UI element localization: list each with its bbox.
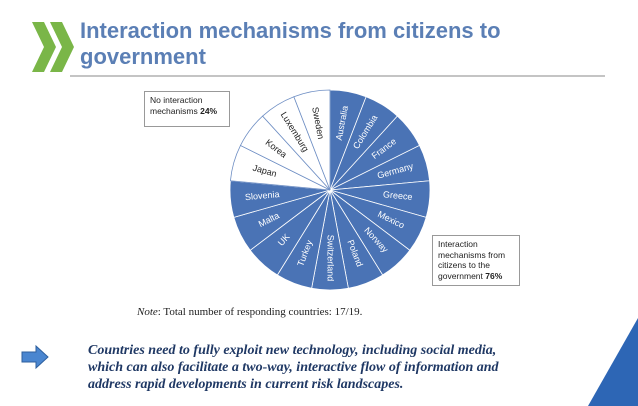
chevron [32, 22, 56, 72]
note-text: : Total number of responding countries: … [157, 306, 363, 318]
callout-box: No interaction mechanisms 24% [144, 91, 230, 127]
pie-slice [293, 89, 331, 191]
message-line: Countries need to fully exploit new tech… [88, 343, 497, 358]
note-label: Note [137, 306, 158, 318]
message-line: which can also facilitate a two-way, int… [88, 360, 499, 375]
callout-value: 24% [200, 105, 218, 116]
slice-label: Slovenia [245, 189, 280, 202]
callout-text: No interaction mechanisms [150, 95, 203, 116]
slice-label: Switzerland [326, 235, 336, 282]
callout-value: 76% [485, 270, 503, 281]
message-line: address rapid developments in current ri… [88, 377, 404, 392]
arrow-icon [21, 344, 49, 370]
slice-label: Greece [383, 189, 413, 202]
message: Countries need to fully exploit new tech… [88, 342, 499, 393]
callout-text: Interaction mechanisms from citizens to … [438, 239, 506, 281]
chevron [50, 22, 74, 72]
callout-box: Interaction mechanisms from citizens to … [432, 235, 520, 286]
slide-title: Interaction mechanisms from citizens to … [80, 18, 501, 69]
corner-triangle [588, 318, 638, 406]
note: Note: Total number of responding countri… [137, 306, 362, 318]
